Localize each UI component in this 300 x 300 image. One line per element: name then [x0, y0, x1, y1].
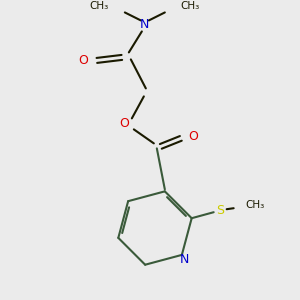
Text: N: N: [180, 254, 190, 266]
Text: S: S: [216, 204, 224, 217]
Text: CH₃: CH₃: [181, 2, 200, 11]
Text: CH₃: CH₃: [246, 200, 265, 210]
Text: CH₃: CH₃: [90, 2, 109, 11]
Text: N: N: [140, 18, 149, 31]
Text: O: O: [188, 130, 198, 143]
Text: O: O: [78, 54, 88, 67]
Text: O: O: [119, 117, 129, 130]
